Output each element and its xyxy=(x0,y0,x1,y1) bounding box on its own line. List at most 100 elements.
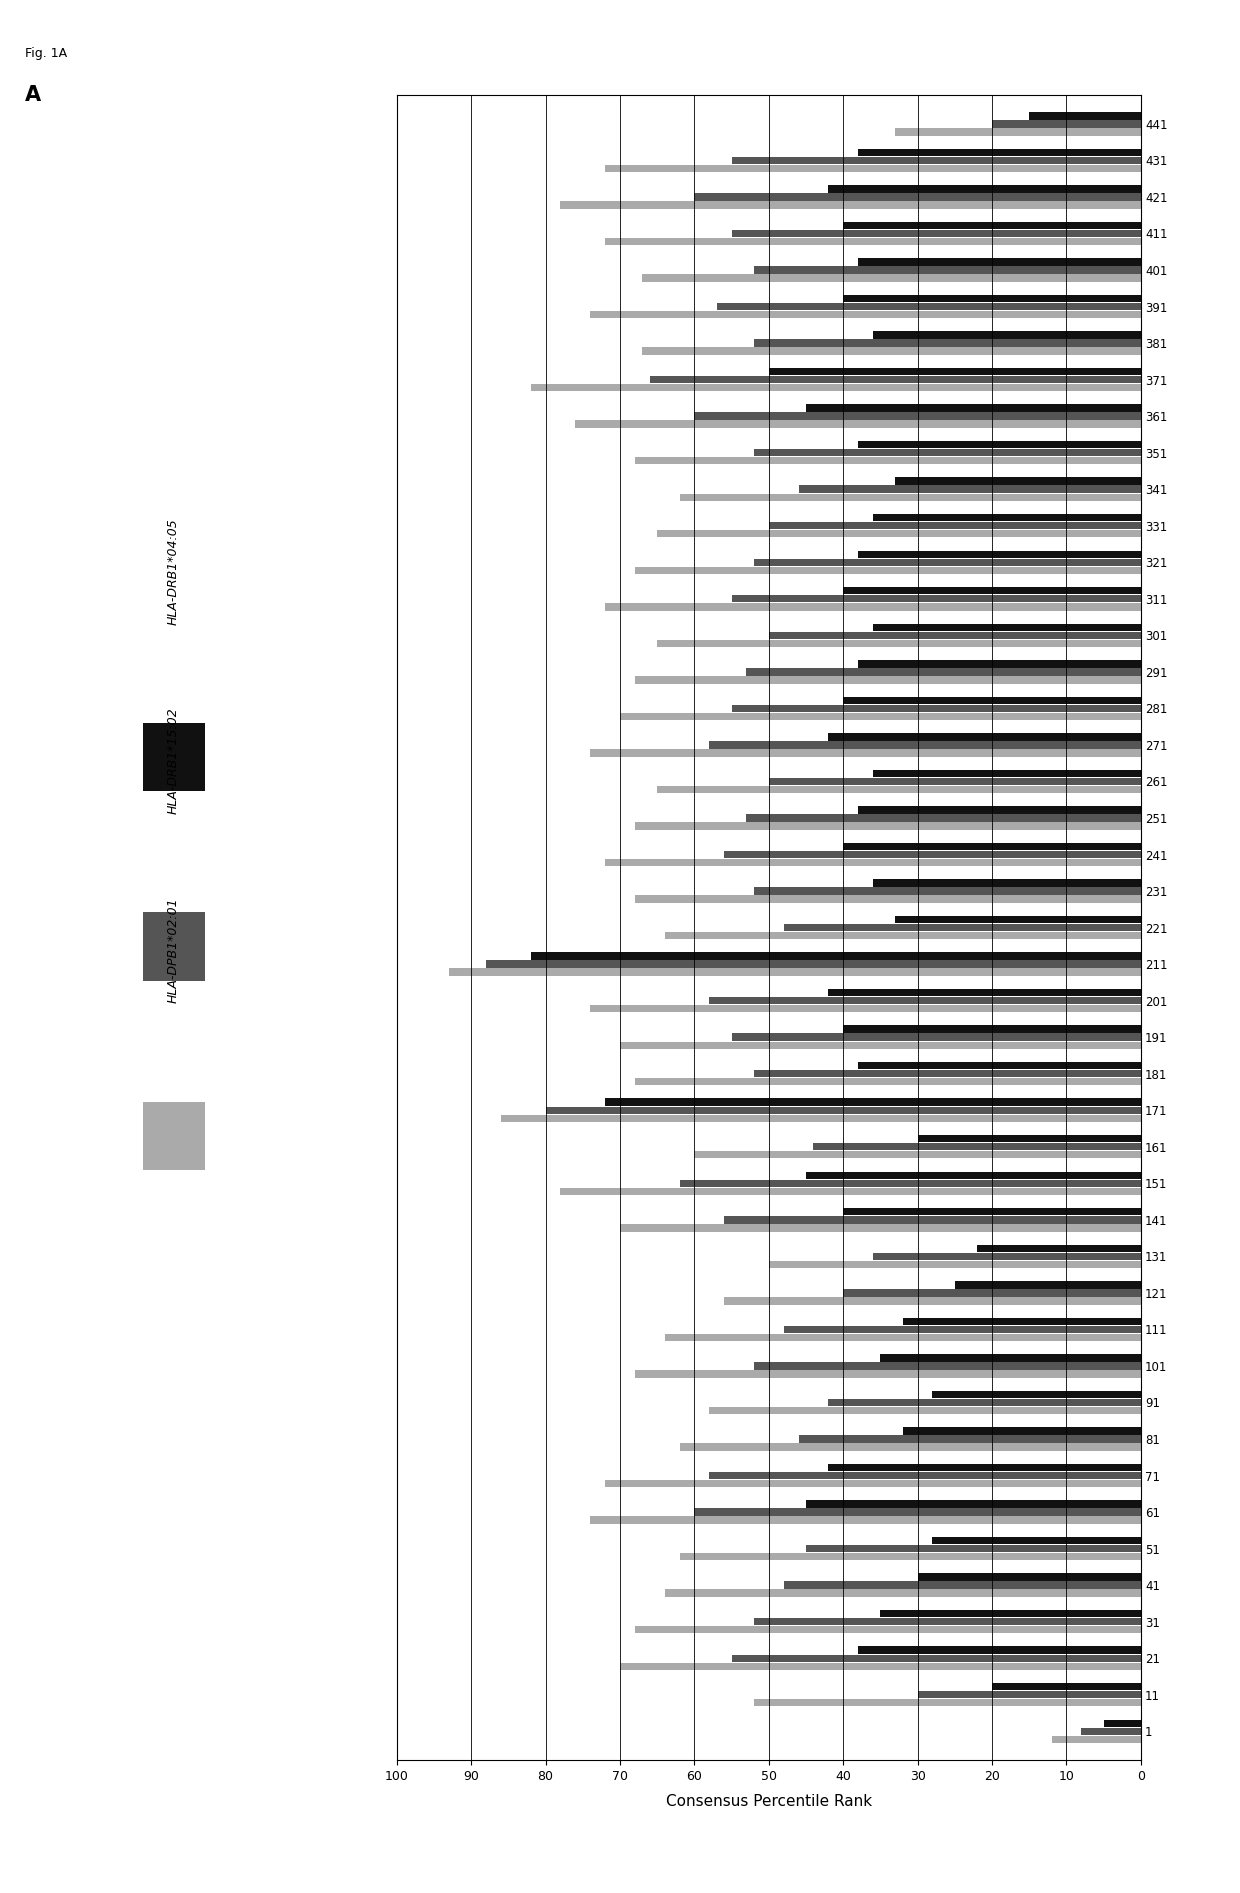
Bar xyxy=(635,895,1141,903)
Bar xyxy=(680,1552,1141,1560)
Bar xyxy=(754,558,1141,566)
Bar xyxy=(828,733,1141,740)
Bar xyxy=(858,806,1141,814)
Bar xyxy=(754,267,1141,274)
Bar xyxy=(754,339,1141,346)
Bar xyxy=(754,1619,1141,1626)
Bar xyxy=(665,1335,1141,1340)
Bar xyxy=(449,969,1141,975)
Bar xyxy=(977,1244,1141,1251)
Bar xyxy=(754,1700,1141,1706)
Bar xyxy=(605,604,1141,611)
Bar xyxy=(724,1297,1141,1304)
Text: HLA-DPB1*02:01: HLA-DPB1*02:01 xyxy=(167,897,180,1003)
Bar xyxy=(709,998,1141,1005)
Bar xyxy=(635,1077,1141,1085)
Bar xyxy=(605,859,1141,867)
Bar xyxy=(754,1363,1141,1371)
Bar xyxy=(635,822,1141,829)
Bar xyxy=(873,331,1141,339)
Bar xyxy=(635,1371,1141,1378)
Bar xyxy=(724,1215,1141,1223)
Bar xyxy=(843,1208,1141,1215)
Bar xyxy=(605,1480,1141,1488)
Bar xyxy=(784,1325,1141,1333)
Bar xyxy=(858,661,1141,668)
Bar xyxy=(932,1391,1141,1399)
Bar xyxy=(605,1098,1141,1106)
Bar xyxy=(813,1143,1141,1151)
Text: Fig. 1A: Fig. 1A xyxy=(25,47,67,61)
Bar xyxy=(754,449,1141,456)
Bar xyxy=(1029,112,1141,119)
Bar xyxy=(992,119,1141,127)
Bar xyxy=(709,742,1141,748)
Bar xyxy=(590,1516,1141,1524)
Bar xyxy=(858,150,1141,155)
Bar xyxy=(806,1172,1141,1179)
Bar xyxy=(732,594,1141,602)
Bar xyxy=(806,1501,1141,1507)
Bar xyxy=(635,566,1141,574)
Bar xyxy=(873,770,1141,778)
Bar xyxy=(657,530,1141,538)
Bar xyxy=(880,1353,1141,1361)
Bar xyxy=(746,668,1141,676)
Bar xyxy=(918,1690,1141,1698)
Bar xyxy=(843,1289,1141,1297)
Bar xyxy=(732,1034,1141,1041)
X-axis label: Consensus Percentile Rank: Consensus Percentile Rank xyxy=(666,1795,872,1810)
Bar xyxy=(769,632,1141,640)
Bar xyxy=(903,1318,1141,1325)
Bar xyxy=(657,786,1141,793)
Bar xyxy=(955,1282,1141,1289)
Bar xyxy=(531,952,1141,960)
Bar xyxy=(650,377,1141,382)
Bar xyxy=(694,1151,1141,1159)
Bar xyxy=(590,310,1141,318)
Bar xyxy=(605,165,1141,172)
Bar xyxy=(590,750,1141,757)
Bar xyxy=(843,1026,1141,1034)
Bar xyxy=(873,1253,1141,1261)
Bar xyxy=(754,1070,1141,1077)
Bar xyxy=(828,1463,1141,1471)
Bar xyxy=(873,515,1141,521)
Bar xyxy=(635,456,1141,464)
Bar xyxy=(769,778,1141,786)
Bar xyxy=(642,274,1141,282)
Bar xyxy=(680,1179,1141,1187)
Bar xyxy=(486,960,1141,967)
Bar xyxy=(709,1473,1141,1478)
Bar xyxy=(501,1115,1141,1123)
Bar xyxy=(828,1399,1141,1406)
Bar xyxy=(858,441,1141,449)
Bar xyxy=(895,916,1141,924)
Bar xyxy=(769,1261,1141,1268)
Bar xyxy=(806,405,1141,413)
Bar xyxy=(575,420,1141,428)
Bar xyxy=(806,1545,1141,1552)
Bar xyxy=(732,229,1141,237)
Bar xyxy=(843,221,1141,229)
Bar xyxy=(680,494,1141,502)
Bar xyxy=(1104,1719,1141,1726)
Bar xyxy=(694,413,1141,420)
Bar xyxy=(880,1609,1141,1617)
Bar xyxy=(560,1187,1141,1194)
Bar xyxy=(546,1107,1141,1113)
Bar xyxy=(620,714,1141,719)
Bar xyxy=(843,295,1141,303)
Bar xyxy=(873,880,1141,886)
Bar xyxy=(665,931,1141,939)
Bar xyxy=(665,1590,1141,1598)
Bar xyxy=(895,129,1141,136)
Bar xyxy=(709,1406,1141,1414)
Bar xyxy=(843,842,1141,850)
Bar xyxy=(694,1509,1141,1516)
Bar xyxy=(858,1647,1141,1654)
Bar xyxy=(694,193,1141,201)
Text: HLA-DRB1*04:05: HLA-DRB1*04:05 xyxy=(167,519,180,625)
Bar xyxy=(873,623,1141,630)
Bar xyxy=(657,640,1141,647)
